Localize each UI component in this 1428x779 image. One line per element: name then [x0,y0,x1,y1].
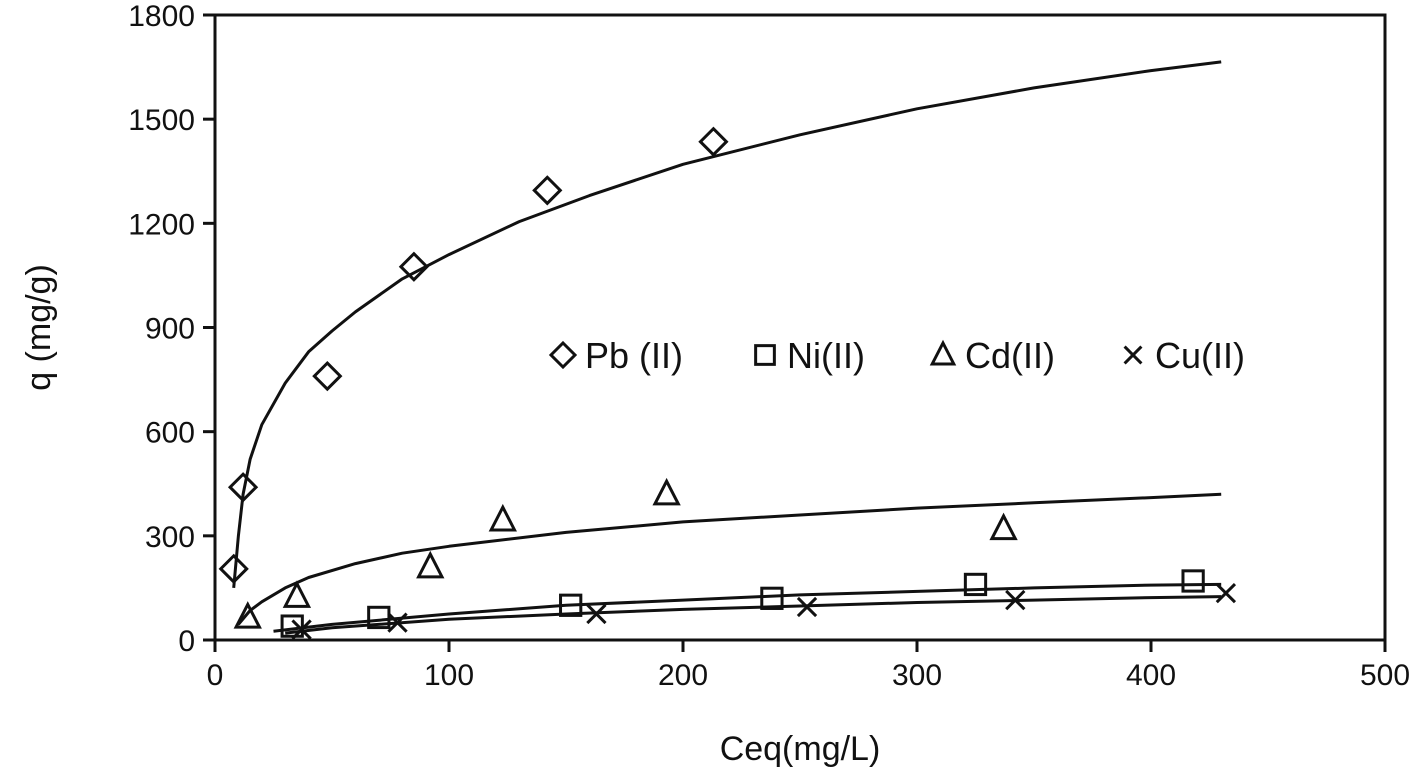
fit-curves [232,60,1222,635]
point-pbii [312,360,343,392]
x-stroke [586,603,607,625]
legend-label-cuii: Cu(II) [1155,335,1245,376]
point-cuii [1005,589,1026,611]
point-cdii [652,477,681,506]
x-stroke [1123,345,1143,365]
point-cdii [989,512,1018,541]
y-tick-label: 1200 [128,208,195,241]
y-tick-label: 1800 [128,0,195,33]
point-cuii [291,619,312,640]
x-stroke [1005,589,1026,611]
legend-symbol-pbii [548,340,578,370]
y-axis-title: q (mg/g) [20,264,58,391]
fit-curve-cuii [285,595,1222,635]
y-tick-label: 300 [145,521,195,554]
data-markers [218,126,1237,640]
point-pbii [398,251,430,282]
x-tick-label: 100 [424,659,474,692]
point-niii [1181,569,1205,593]
x-axis-title: Ceq(mg/L) [720,730,881,768]
point-niii [559,593,583,617]
plot-frame [213,13,1387,642]
fit-curve-pbii [232,60,1222,589]
x-tick-label: 200 [658,659,708,692]
fit-curve-niii [273,582,1222,633]
x-stroke [291,619,312,640]
point-cdii [488,503,517,532]
point-cuii [1215,582,1237,604]
y-tick-label: 1500 [128,104,195,137]
axis-ticks: 0 100 200 300 400 500 0 300 600 900 1200 1500 1800 [128,0,1410,692]
point-pbii [227,472,259,503]
x-stroke [1215,582,1237,604]
x-stroke [796,596,818,618]
point-pbii [698,126,729,157]
point-cdii [416,550,445,579]
legend-symbol-cuii [1123,345,1143,365]
plot-area [213,13,1387,642]
point-niii [280,614,304,638]
x-tick-label: 300 [892,659,942,692]
point-cdii [233,601,262,629]
y-tick-label: 0 [178,625,195,658]
x-stroke [387,612,408,633]
point-pbii [218,553,249,584]
legend-label-pbii: Pb (II) [585,335,683,376]
y-tick-label: 900 [145,313,195,346]
point-pbii [532,175,563,206]
point-niii [760,586,784,610]
point-cuii [387,612,408,633]
legend-symbol-cdii [929,339,957,366]
legend-symbol-niii [754,344,776,366]
point-cuii [586,603,607,625]
point-niii [367,605,391,630]
x-tick-label: 500 [1360,659,1410,692]
x-tick-label: 400 [1126,659,1176,692]
legend-label-niii: Ni(II) [787,335,865,376]
legend-label-cdii: Cd(II) [965,335,1055,376]
x-tick-label: 0 [207,659,224,692]
point-cdii [282,580,312,608]
legend: Pb (II) Ni(II) Cd(II) Cu(II) [548,335,1245,376]
point-niii [963,572,988,597]
point-cuii [796,596,818,618]
y-tick-label: 600 [145,417,195,450]
fit-curve-cdii [237,492,1222,626]
